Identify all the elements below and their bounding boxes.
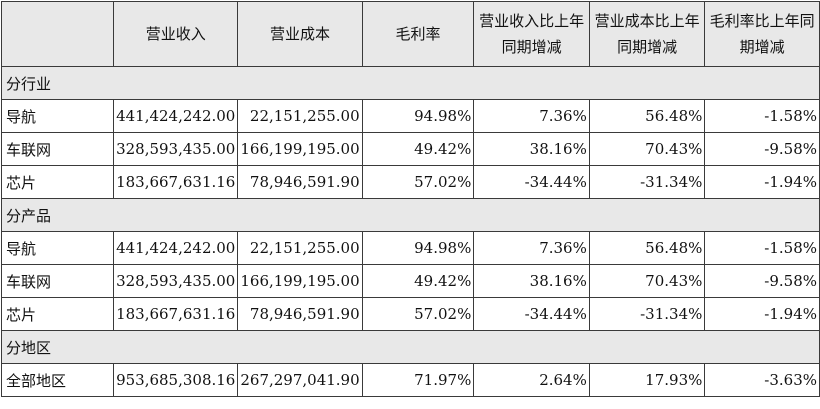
margin-cell: 94.98% [361,231,475,265]
header-cost-yoy-line1: 营业成本比上年 [594,12,700,30]
margin-cell: 57.02% [361,165,475,199]
cost-yoy-cell: 17.93% [588,363,706,397]
margin-cell: 49.42% [361,264,475,298]
revenue-yoy-cell: 38.16% [473,132,590,166]
revenue-yoy-cell: 7.36% [473,99,590,133]
margin-yoy-cell: -1.94% [704,165,820,199]
margin-yoy-cell: -1.58% [704,231,820,265]
row-label: 芯片 [0,297,115,331]
revenue-yoy-cell: 7.36% [473,231,590,265]
table-row: 全部地区 953,685,308.16 267,297,041.90 71.97… [0,363,820,397]
margin-cell: 94.98% [361,99,475,133]
header-cost-yoy: 营业成本比上年 同期增减 [588,1,706,67]
revenue-cell: 328,593,435.00 [113,132,239,166]
revenue-cell: 441,424,242.00 [113,99,239,133]
table-row: 导航 441,424,242.00 22,151,255.00 94.98% 7… [0,231,820,265]
header-revenue: 营业收入 [113,1,239,67]
revenue-cell: 953,685,308.16 [113,363,239,397]
table-row: 芯片 183,667,631.16 78,946,591.90 57.02% -… [0,297,820,331]
margin-yoy-cell: -9.58% [704,132,820,166]
section-title-product: 分产品 [1,198,820,232]
section-row-region: 分地区 [1,330,820,364]
margin-yoy-cell: -1.94% [704,297,820,331]
cost-yoy-cell: 70.43% [588,264,706,298]
row-label: 芯片 [0,165,115,199]
section-row-product: 分产品 [1,198,820,232]
cost-cell: 78,946,591.90 [237,297,363,331]
header-revenue-yoy: 营业收入比上年 同期增减 [473,1,590,67]
financial-table-container: 营业收入 营业成本 毛利率 营业收入比上年 同期增减 营业成本比上年 同期增减 … [0,1,820,397]
section-title-industry: 分行业 [1,66,820,100]
table-row: 车联网 328,593,435.00 166,199,195.00 49.42%… [0,264,820,298]
header-margin-yoy-line2: 期增减 [739,38,785,56]
row-label: 导航 [0,231,115,265]
revenue-yoy-cell: -34.44% [473,297,590,331]
header-margin-yoy-line1: 毛利率比上年同 [709,12,815,30]
revenue-cell: 183,667,631.16 [113,165,239,199]
revenue-yoy-cell: 2.64% [473,363,590,397]
cost-yoy-cell: -31.34% [588,165,706,199]
header-revenue-yoy-line2: 同期增减 [501,38,562,56]
cost-cell: 166,199,195.00 [237,132,363,166]
header-blank [0,1,115,67]
row-label: 车联网 [0,132,115,166]
cost-yoy-cell: 70.43% [588,132,706,166]
row-label: 导航 [0,99,115,133]
table-row: 车联网 328,593,435.00 166,199,195.00 49.42%… [0,132,820,166]
header-revenue-yoy-line1: 营业收入比上年 [479,12,585,30]
header-cost: 营业成本 [237,1,363,67]
margin-yoy-cell: -1.58% [704,99,820,133]
revenue-cost-table: 营业收入 营业成本 毛利率 营业收入比上年 同期增减 营业成本比上年 同期增减 … [0,1,820,397]
margin-cell: 49.42% [361,132,475,166]
table-row: 芯片 183,667,631.16 78,946,591.90 57.02% -… [0,165,820,199]
header-cost-yoy-line2: 同期增减 [617,38,678,56]
section-row-industry: 分行业 [1,66,820,100]
revenue-cell: 183,667,631.16 [113,297,239,331]
cost-cell: 267,297,041.90 [237,363,363,397]
cost-yoy-cell: -31.34% [588,297,706,331]
margin-cell: 57.02% [361,297,475,331]
section-title-region: 分地区 [1,330,820,364]
margin-yoy-cell: -9.58% [704,264,820,298]
cost-yoy-cell: 56.48% [588,99,706,133]
header-row: 营业收入 营业成本 毛利率 营业收入比上年 同期增减 营业成本比上年 同期增减 … [0,1,820,67]
cost-cell: 78,946,591.90 [237,165,363,199]
cost-yoy-cell: 56.48% [588,231,706,265]
cost-cell: 166,199,195.00 [237,264,363,298]
revenue-cell: 328,593,435.00 [113,264,239,298]
revenue-cell: 441,424,242.00 [113,231,239,265]
row-label: 全部地区 [0,363,115,397]
margin-cell: 71.97% [361,363,475,397]
header-gross-margin: 毛利率 [361,1,475,67]
cost-cell: 22,151,255.00 [237,231,363,265]
header-margin-yoy: 毛利率比上年同 期增减 [704,1,820,67]
table-row: 导航 441,424,242.00 22,151,255.00 94.98% 7… [0,99,820,133]
margin-yoy-cell: -3.63% [704,363,820,397]
revenue-yoy-cell: -34.44% [473,165,590,199]
cost-cell: 22,151,255.00 [237,99,363,133]
revenue-yoy-cell: 38.16% [473,264,590,298]
row-label: 车联网 [0,264,115,298]
